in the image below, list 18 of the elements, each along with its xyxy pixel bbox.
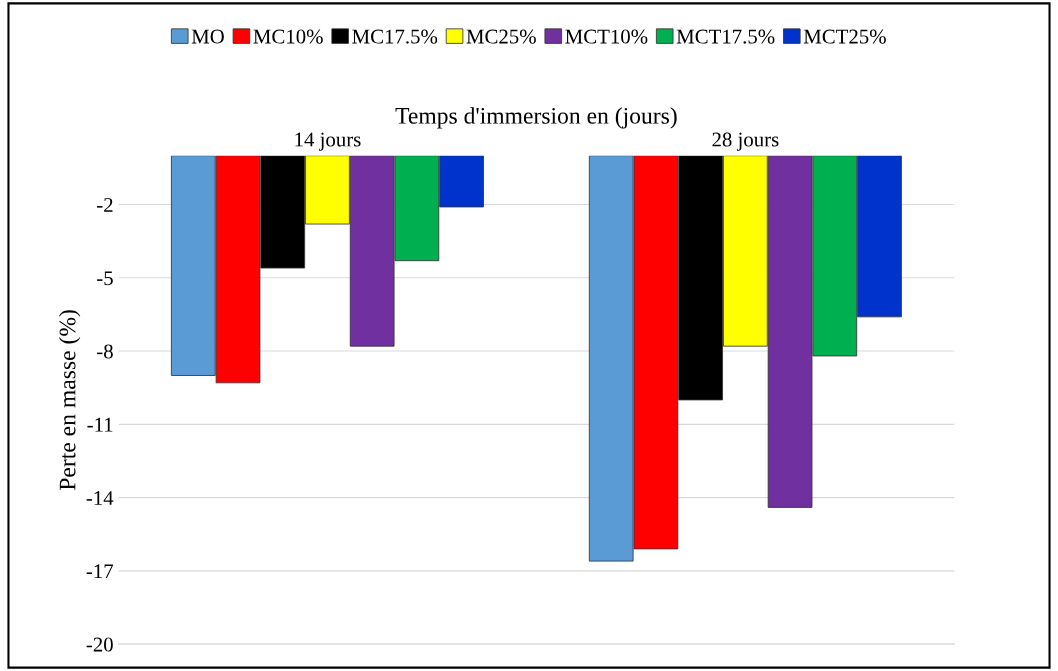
y-tick-label: -8	[97, 344, 113, 359]
x-axis-title: Temps d'immersion en (jours)	[395, 107, 677, 129]
y-tick-label: -17	[86, 564, 114, 579]
y-tick-label: -20	[86, 637, 113, 652]
y-tick-label: -2	[97, 197, 113, 212]
legend-label: MC25%	[466, 29, 536, 44]
legend-label: MC17.5%	[352, 29, 438, 44]
y-tick-label: -5	[97, 271, 113, 286]
y-tick-label: -14	[86, 491, 114, 505]
x-tick-label: 28 jours	[712, 132, 779, 151]
legend-label: MCT25%	[803, 29, 886, 44]
legend-label: MO	[191, 29, 224, 44]
x-tick-label: 14 jours	[295, 132, 361, 151]
legend-label: MCT17.5%	[676, 29, 775, 44]
y-tick-label: -11	[87, 417, 113, 432]
y-axis-title: Perte en masse (%)	[58, 310, 81, 491]
legend-label: MCT10%	[565, 29, 648, 44]
legend-label: MC10%	[253, 29, 323, 44]
